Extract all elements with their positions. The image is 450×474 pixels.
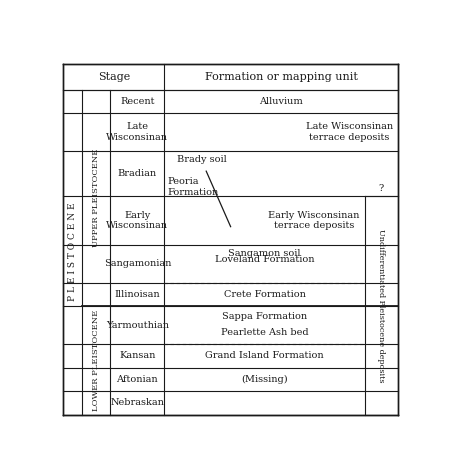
Text: Crete Formation: Crete Formation <box>224 290 306 299</box>
Text: Peoria
Formation: Peoria Formation <box>168 177 219 197</box>
Text: Aftonian: Aftonian <box>117 375 158 384</box>
Text: Early
Wisconsinan: Early Wisconsinan <box>106 211 168 230</box>
Text: LOWER PLEISTOCENE: LOWER PLEISTOCENE <box>92 310 100 411</box>
Text: (Missing): (Missing) <box>241 375 288 384</box>
Text: Bradian: Bradian <box>118 169 157 178</box>
Text: Stage: Stage <box>98 72 130 82</box>
Text: P L E I S T O C E N E: P L E I S T O C E N E <box>68 203 77 301</box>
Text: Formation or mapping unit: Formation or mapping unit <box>205 72 358 82</box>
Text: Alluvium: Alluvium <box>259 97 303 106</box>
Text: Brady soil: Brady soil <box>176 155 226 164</box>
Text: Illinoisan: Illinoisan <box>114 290 160 299</box>
Text: Pearlette Ash bed: Pearlette Ash bed <box>221 328 308 337</box>
Text: Undifferentiated Pleistocene deposits: Undifferentiated Pleistocene deposits <box>378 228 386 382</box>
Text: Late Wisconsinan
terrace deposits: Late Wisconsinan terrace deposits <box>306 122 393 142</box>
Text: Sangamonian: Sangamonian <box>104 259 171 268</box>
Text: Sangamon soil: Sangamon soil <box>229 249 301 258</box>
Text: Recent: Recent <box>120 97 155 106</box>
Text: Sappa Formation: Sappa Formation <box>222 312 307 321</box>
Text: Kansan: Kansan <box>119 351 156 360</box>
Text: ?: ? <box>379 184 384 193</box>
Text: Loveland Formation: Loveland Formation <box>215 255 315 264</box>
Text: Late
Wisconsinan: Late Wisconsinan <box>106 122 168 142</box>
Text: Nebraskan: Nebraskan <box>110 398 164 407</box>
Text: Yarmouthian: Yarmouthian <box>106 321 169 330</box>
Text: UPPER PLEISTOCENE: UPPER PLEISTOCENE <box>92 149 100 247</box>
Text: Grand Island Formation: Grand Island Formation <box>205 351 324 360</box>
Text: Early Wisconsinan
terrace deposits: Early Wisconsinan terrace deposits <box>268 211 360 230</box>
